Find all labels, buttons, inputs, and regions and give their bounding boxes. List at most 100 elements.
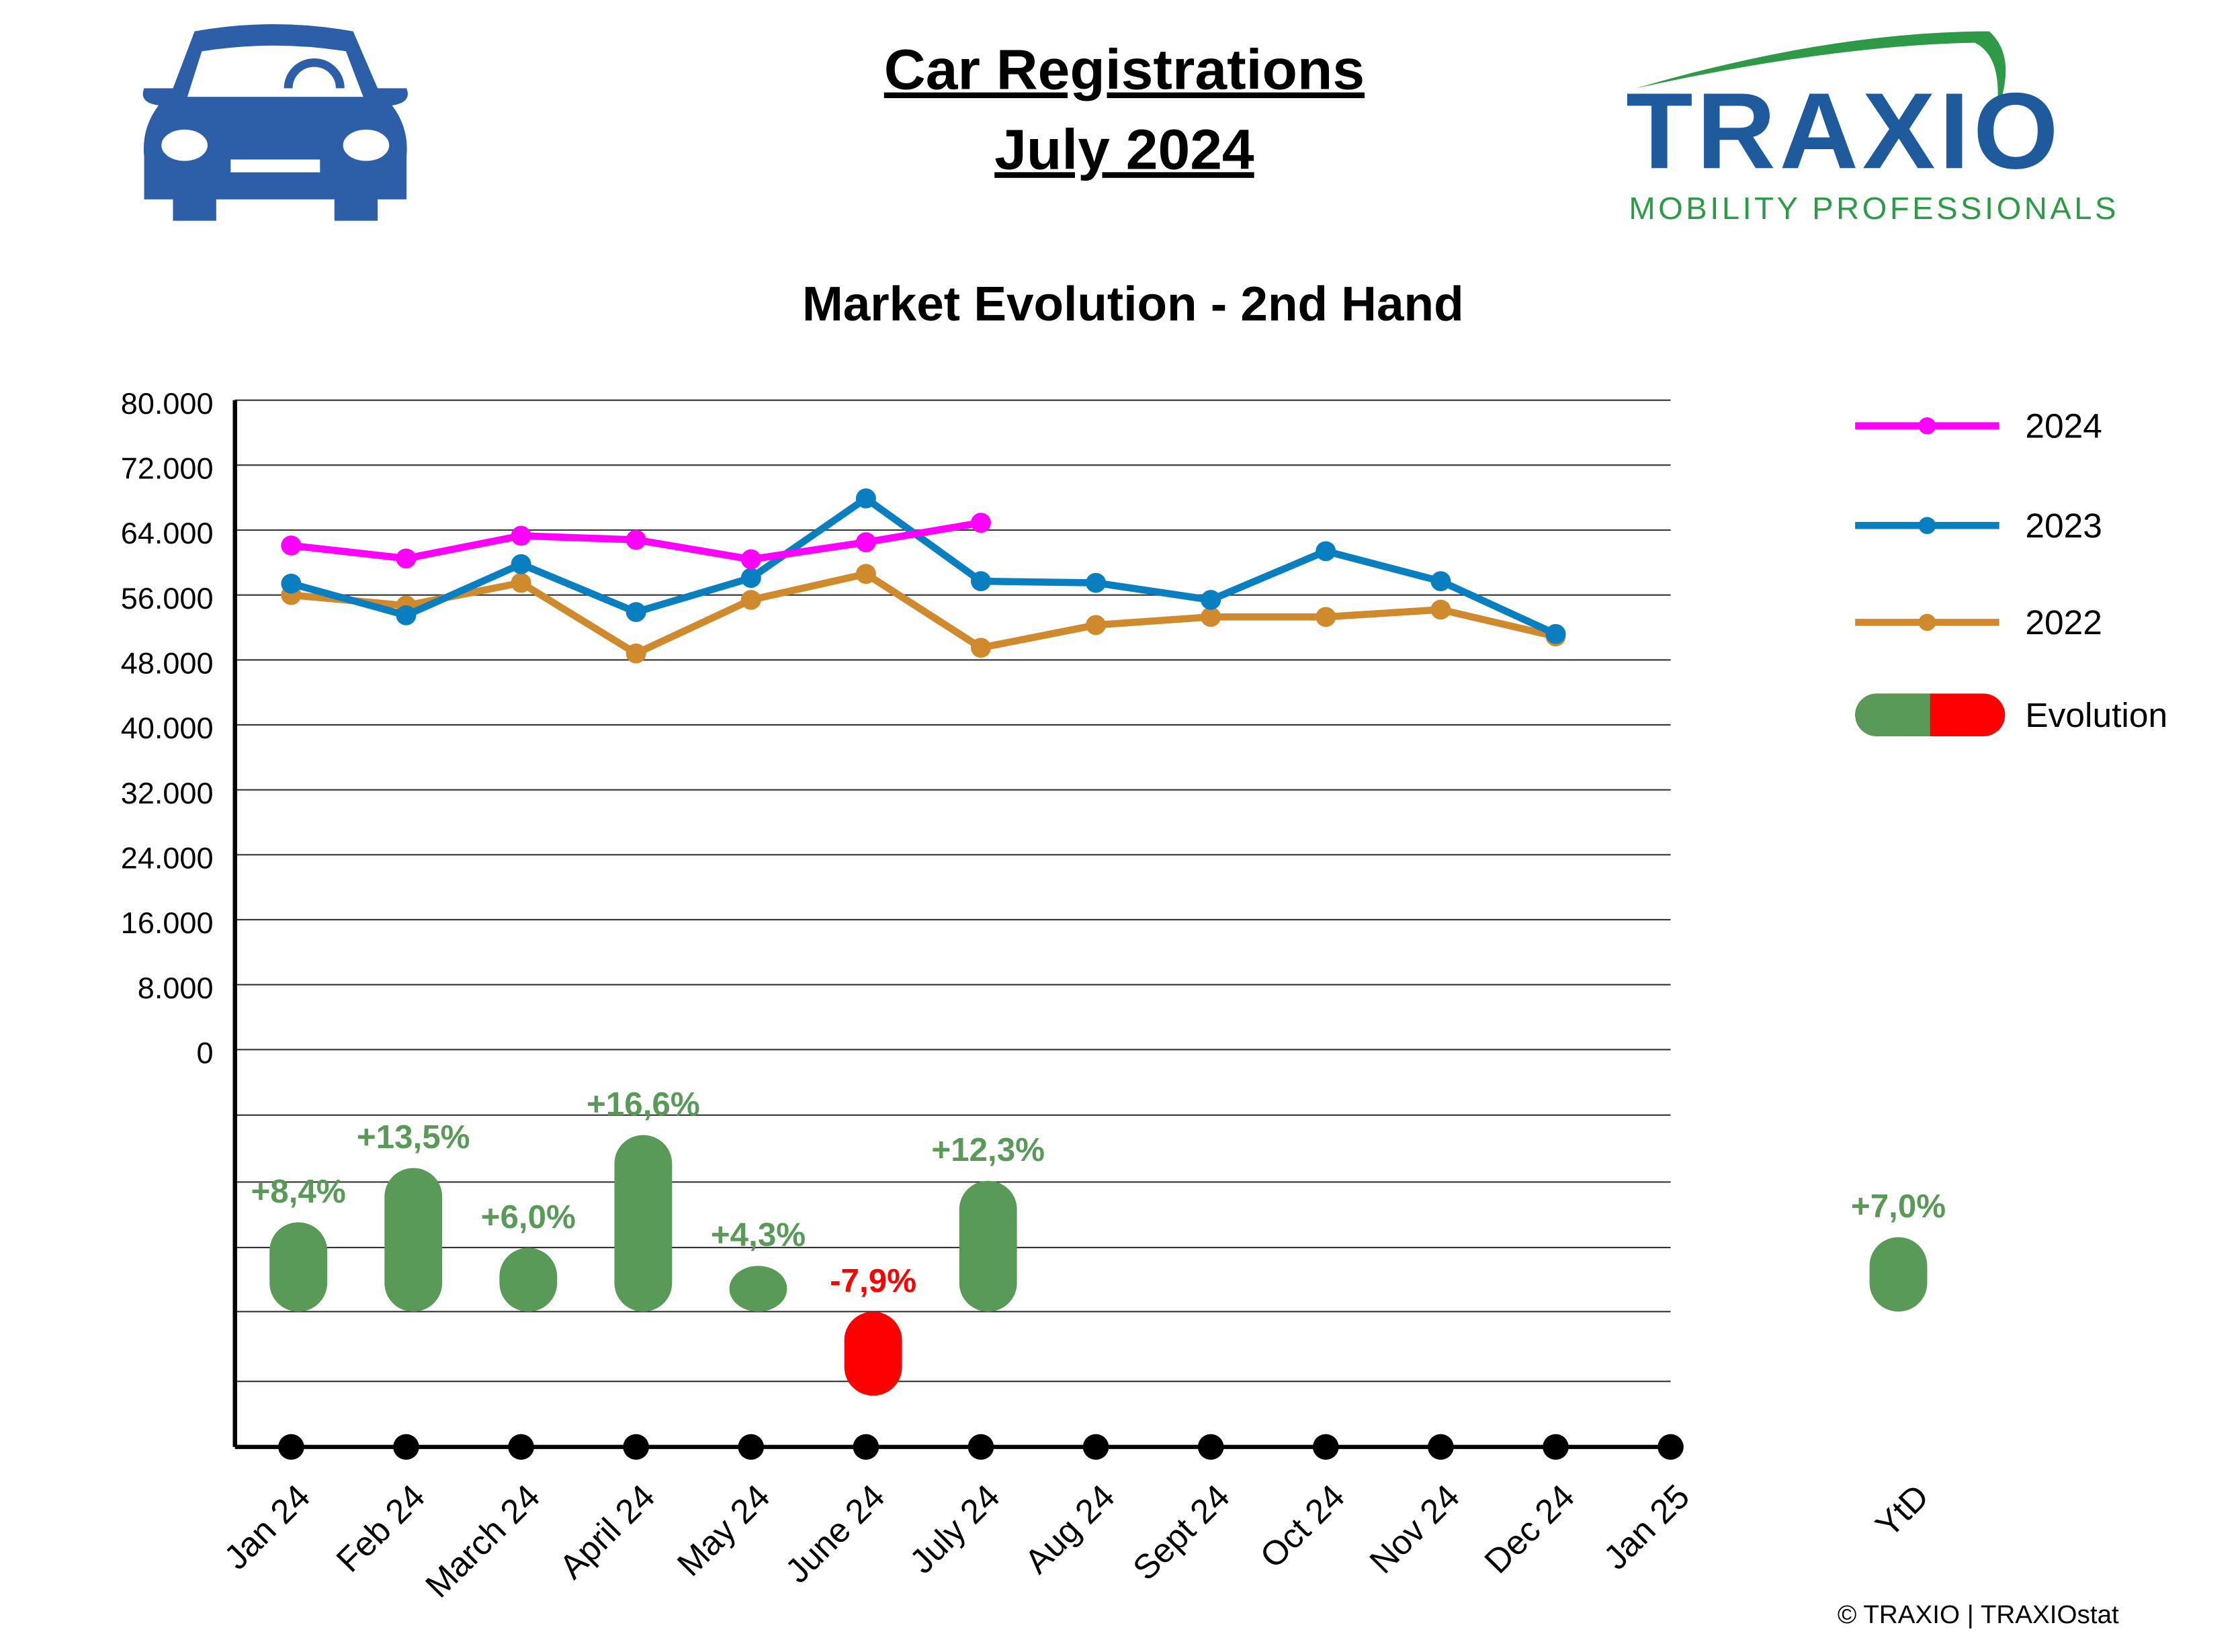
- x-tick-label: Sept 24: [1125, 1477, 1237, 1588]
- x-tick-dot: [1657, 1434, 1684, 1460]
- x-tick-label: July 24: [902, 1477, 1007, 1581]
- series-point: [970, 638, 991, 658]
- logo-tagline: MOBILITY PROFESSIONALS: [1629, 191, 2116, 226]
- x-tick-dot: [1543, 1434, 1569, 1460]
- evolution-label: +4,3%: [711, 1217, 806, 1254]
- x-tick-label: Feb 24: [329, 1477, 432, 1579]
- legend-label: 2022: [2025, 603, 2102, 642]
- legend-swatch: [1855, 693, 1930, 736]
- evolution-label: -7,9%: [830, 1263, 916, 1299]
- x-tick-dot: [1082, 1434, 1109, 1460]
- x-tick-label: Aug 24: [1017, 1477, 1122, 1581]
- series-point: [511, 572, 531, 593]
- title: Car Registrations: [884, 38, 1365, 101]
- x-tick-dot: [738, 1434, 765, 1460]
- series-point: [281, 535, 302, 556]
- legend-label: 2023: [2025, 507, 2102, 545]
- y-tick-label: 8.000: [138, 971, 214, 1005]
- x-tick-label: Dec 24: [1477, 1477, 1582, 1581]
- x-tick-label: April 24: [552, 1477, 662, 1586]
- x-tick-dot: [508, 1434, 534, 1460]
- series-point: [970, 571, 991, 591]
- x-tick-label: Oct 24: [1252, 1477, 1352, 1575]
- evolution-bar: [269, 1222, 328, 1312]
- series-line: [290, 494, 1557, 638]
- series-point: [626, 529, 646, 550]
- series-point: [1430, 571, 1451, 591]
- series-point: [1545, 623, 1566, 644]
- series-point: [511, 554, 531, 574]
- x-tick-dot: [623, 1434, 649, 1460]
- x-tick-dot: [1428, 1434, 1454, 1460]
- y-tick-label: 80.000: [121, 387, 214, 421]
- series-point: [855, 532, 876, 552]
- evolution-label: +12,3%: [931, 1132, 1045, 1168]
- x-tick-dot: [853, 1434, 879, 1460]
- evolution-label: +7,0%: [1851, 1188, 1946, 1225]
- x-tick-dot: [278, 1434, 304, 1460]
- series-point: [396, 548, 417, 569]
- x-tick-label: May 24: [670, 1477, 777, 1583]
- evolution-bar: [499, 1248, 558, 1312]
- x-tick-dot: [1312, 1434, 1339, 1460]
- series-point: [855, 488, 876, 509]
- series-point: [740, 590, 761, 610]
- x-tick-label: June 24: [778, 1477, 892, 1590]
- y-tick-label: 32.000: [121, 777, 214, 810]
- series-point: [1086, 615, 1107, 636]
- series-point: [1316, 607, 1336, 627]
- series-point: [626, 643, 646, 664]
- legend-label: 2024: [2025, 407, 2102, 445]
- evolution-bar: [844, 1311, 902, 1396]
- title: July 2024: [994, 118, 1254, 181]
- x-tick-dot: [1197, 1434, 1224, 1460]
- legend-swatch: [1918, 613, 1936, 632]
- car-icon: [142, 24, 408, 221]
- series-point: [740, 568, 761, 589]
- x-tick-label: YtD: [1868, 1477, 1936, 1545]
- series-point: [626, 602, 646, 622]
- x-tick-label: Nov 24: [1362, 1477, 1467, 1581]
- legend-swatch: [1918, 517, 1936, 534]
- evolution-bar: [959, 1180, 1017, 1312]
- evolution-label: +13,5%: [357, 1119, 470, 1156]
- series-line: [290, 570, 1557, 657]
- credit: © TRAXIO | TRAXIOstat: [1838, 1600, 2119, 1629]
- series-point: [970, 513, 991, 533]
- y-tick-label: 64.000: [121, 517, 214, 550]
- series-point: [1201, 607, 1221, 627]
- x-tick-dot: [967, 1434, 994, 1460]
- series-point: [511, 525, 531, 546]
- logo-swoosh: [1636, 31, 2006, 114]
- series-point: [1316, 541, 1336, 562]
- evolution-label: +6,0%: [481, 1199, 576, 1235]
- x-tick-label: March 24: [418, 1477, 547, 1605]
- evolution-bar: [729, 1266, 787, 1312]
- logo: TRAXIO: [1626, 71, 2059, 191]
- evolution-label: +8,4%: [251, 1174, 345, 1210]
- series-point: [855, 564, 876, 584]
- series-point: [1430, 599, 1451, 620]
- evolution-label: +16,6%: [587, 1086, 700, 1123]
- series-point: [1201, 590, 1221, 610]
- x-tick-label: Jan 25: [1596, 1477, 1697, 1577]
- evolution-bar: [384, 1168, 443, 1312]
- y-tick-label: 40.000: [121, 711, 214, 745]
- x-tick-label: Jan 24: [216, 1477, 317, 1577]
- y-tick-label: 72.000: [121, 452, 214, 486]
- chart-title: Market Evolution - 2nd Hand: [802, 277, 1464, 331]
- series-point: [1086, 572, 1107, 593]
- y-tick-label: 56.000: [121, 582, 214, 615]
- series-point: [396, 605, 417, 625]
- series-point: [281, 573, 302, 594]
- evolution-bar: [614, 1135, 673, 1312]
- legend-label: Evolution: [2025, 696, 2167, 734]
- y-tick-label: 16.000: [121, 906, 214, 940]
- y-tick-label: 24.000: [121, 842, 214, 875]
- y-tick-label: 48.000: [121, 647, 214, 681]
- x-tick-dot: [393, 1434, 419, 1460]
- legend-swatch: [1918, 417, 1936, 435]
- evolution-bar: [1869, 1237, 1928, 1312]
- series-point: [740, 549, 761, 570]
